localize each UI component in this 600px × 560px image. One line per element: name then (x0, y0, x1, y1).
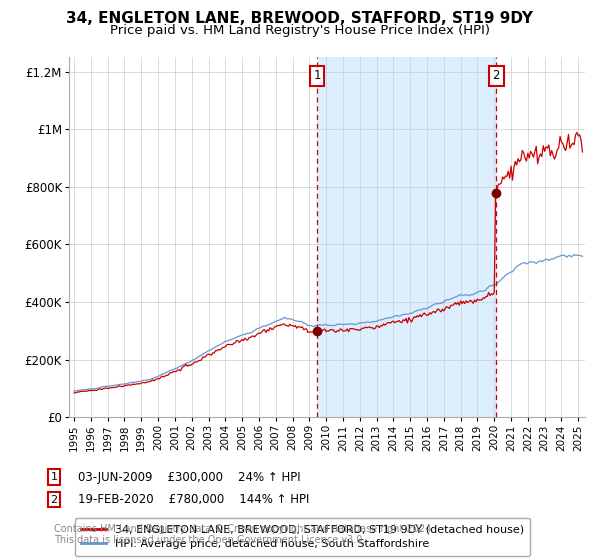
Legend: 34, ENGLETON LANE, BREWOOD, STAFFORD, ST19 9DY (detached house), HPI: Average pr: 34, ENGLETON LANE, BREWOOD, STAFFORD, ST… (74, 518, 530, 556)
Bar (317, 57, 496, 417)
Text: Contains HM Land Registry data © Crown copyright and database right 2024.
This d: Contains HM Land Registry data © Crown c… (54, 524, 434, 545)
Text: 2: 2 (50, 494, 58, 505)
Text: Price paid vs. HM Land Registry's House Price Index (HPI): Price paid vs. HM Land Registry's House … (110, 24, 490, 37)
Text: 1: 1 (313, 69, 321, 82)
Text: 1: 1 (50, 472, 58, 482)
Text: 19-FEB-2020    £780,000    144% ↑ HPI: 19-FEB-2020 £780,000 144% ↑ HPI (78, 493, 310, 506)
Text: 34, ENGLETON LANE, BREWOOD, STAFFORD, ST19 9DY: 34, ENGLETON LANE, BREWOOD, STAFFORD, ST… (67, 11, 533, 26)
Text: 03-JUN-2009    £300,000    24% ↑ HPI: 03-JUN-2009 £300,000 24% ↑ HPI (78, 470, 301, 484)
Text: 2: 2 (493, 69, 500, 82)
